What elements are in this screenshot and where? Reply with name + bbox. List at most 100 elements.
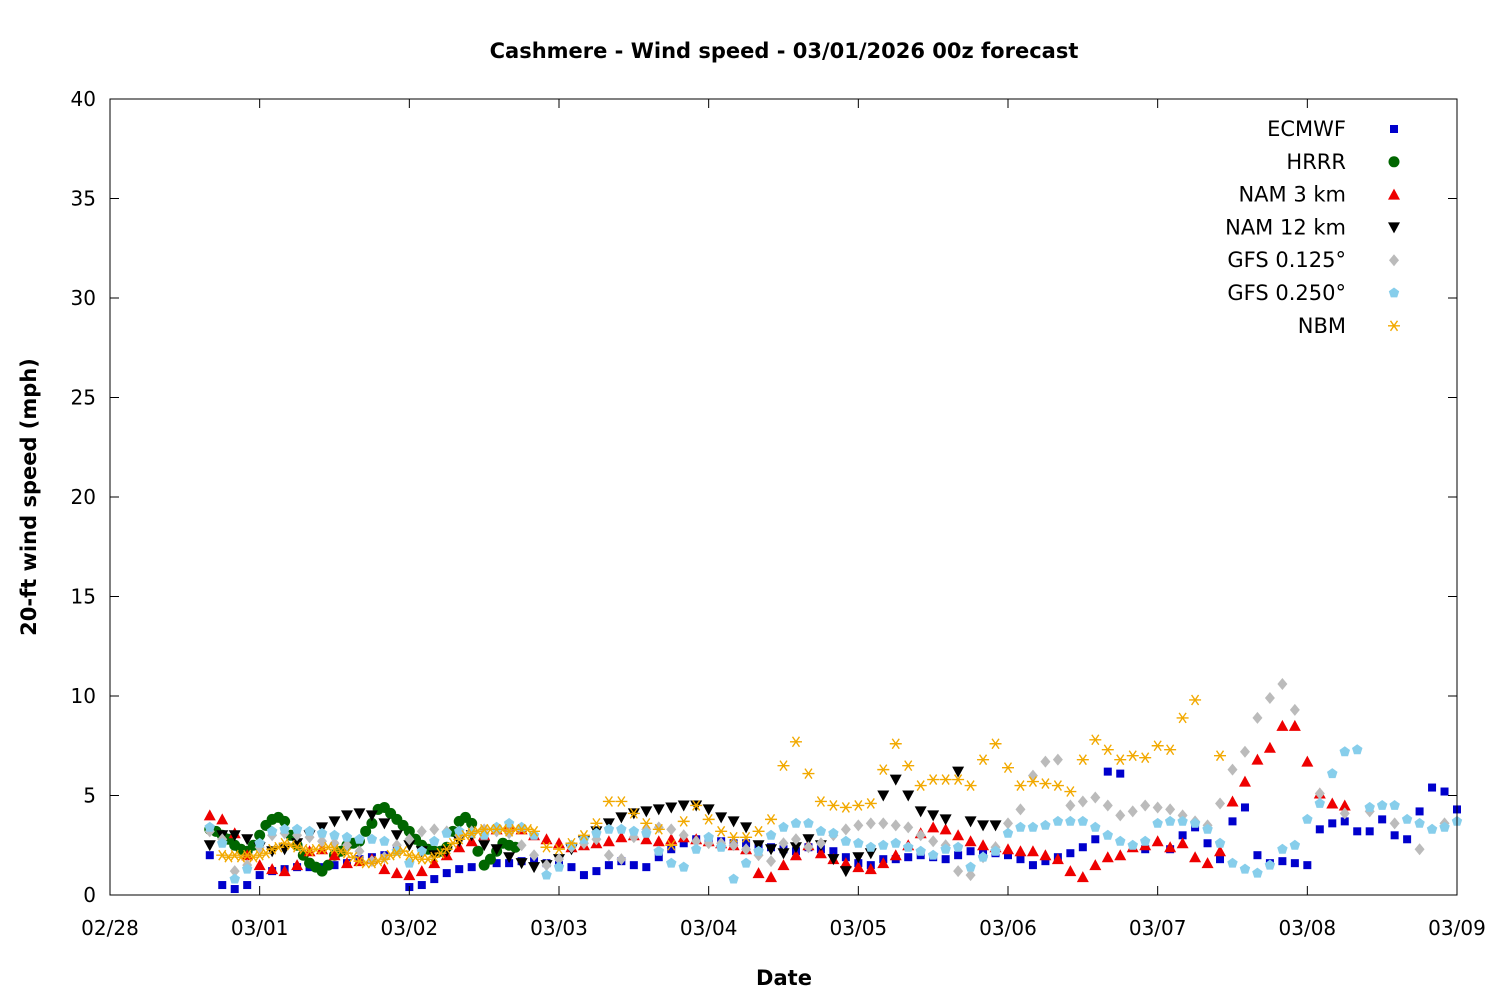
- data-point: [515, 858, 528, 870]
- data-point: [865, 817, 876, 830]
- data-point: [952, 766, 965, 778]
- data-point: [1164, 841, 1177, 853]
- data-point: [765, 813, 778, 825]
- data-point: [741, 843, 752, 856]
- data-point: [653, 845, 664, 856]
- data-point: [329, 829, 340, 840]
- x-tick-label: 03/08: [1279, 916, 1337, 940]
- legend-label: GFS 0.125°: [1227, 248, 1346, 272]
- data-point: [1140, 835, 1151, 846]
- data-point: [390, 830, 403, 842]
- data-point: [977, 754, 990, 766]
- data-point: [340, 857, 353, 869]
- data-point: [616, 853, 627, 866]
- data-point: [1078, 843, 1087, 852]
- data-point: [765, 871, 778, 883]
- data-point: [852, 861, 865, 873]
- data-point: [1115, 809, 1126, 822]
- x-tick-label: 03/05: [830, 916, 888, 940]
- data-point: [492, 859, 501, 868]
- legend-label: HRRR: [1286, 150, 1346, 174]
- data-point: [504, 827, 515, 840]
- data-point: [528, 829, 540, 840]
- data-point: [964, 780, 977, 791]
- plot-marks: [203, 678, 1463, 894]
- data-point: [728, 839, 739, 852]
- data-point: [1090, 791, 1101, 804]
- data-point: [928, 835, 939, 848]
- legend-marker: [1388, 156, 1400, 168]
- data-point: [553, 861, 565, 872]
- data-point: [914, 780, 927, 791]
- data-point: [927, 810, 940, 822]
- data-point: [291, 823, 303, 834]
- data-point: [1176, 712, 1189, 724]
- data-point: [877, 790, 890, 802]
- data-point: [1014, 845, 1027, 857]
- data-point: [243, 881, 252, 890]
- data-point: [1064, 865, 1077, 877]
- data-point: [603, 823, 615, 834]
- legend-label: NAM 12 km: [1225, 215, 1346, 239]
- data-point: [379, 851, 390, 864]
- data-point: [777, 859, 790, 871]
- data-point: [266, 863, 279, 875]
- series-5: [204, 744, 1463, 884]
- data-point: [616, 823, 627, 834]
- data-point: [752, 867, 765, 879]
- data-point: [652, 835, 665, 847]
- data-point: [915, 845, 926, 856]
- data-point: [204, 821, 215, 832]
- data-point: [954, 851, 963, 860]
- data-point: [990, 845, 1001, 856]
- data-point: [472, 845, 484, 857]
- data-point: [1376, 800, 1388, 810]
- data-point: [554, 853, 564, 866]
- data-point: [640, 817, 653, 829]
- data-point: [890, 837, 901, 848]
- data-point: [490, 844, 503, 856]
- data-point: [316, 827, 328, 838]
- data-point: [602, 835, 615, 847]
- data-point: [777, 760, 790, 772]
- data-point: [529, 849, 540, 862]
- data-point: [1040, 755, 1051, 768]
- data-point: [1015, 803, 1026, 816]
- data-point: [578, 833, 590, 844]
- data-point: [654, 853, 663, 862]
- data-point: [702, 813, 715, 825]
- data-point: [254, 829, 266, 841]
- data-point: [1002, 762, 1014, 774]
- data-point: [740, 857, 752, 868]
- data-point: [1415, 807, 1424, 816]
- data-point: [965, 861, 976, 872]
- data-point: [1140, 799, 1151, 812]
- data-point: [1352, 744, 1363, 755]
- data-point: [939, 774, 952, 785]
- data-point: [1014, 780, 1027, 791]
- data-point: [1091, 835, 1100, 844]
- data-point: [852, 852, 865, 864]
- data-point: [666, 857, 677, 868]
- data-point: [341, 831, 353, 842]
- legend-marker: [1389, 254, 1399, 267]
- data-point: [1278, 857, 1287, 866]
- data-point: [591, 827, 602, 838]
- data-point: [455, 865, 464, 874]
- data-point: [341, 839, 352, 852]
- data-point: [828, 827, 839, 838]
- data-point: [878, 817, 889, 830]
- data-point: [1340, 817, 1349, 826]
- data-point: [1026, 845, 1039, 857]
- data-point: [803, 817, 814, 828]
- data-point: [665, 839, 678, 851]
- data-point: [242, 863, 253, 874]
- data-point: [814, 796, 827, 807]
- data-point: [691, 835, 702, 848]
- data-point: [652, 823, 665, 835]
- data-point: [366, 817, 378, 829]
- data-point: [927, 774, 940, 785]
- data-point: [1015, 821, 1026, 832]
- data-point: [322, 859, 334, 871]
- data-point: [1251, 753, 1264, 765]
